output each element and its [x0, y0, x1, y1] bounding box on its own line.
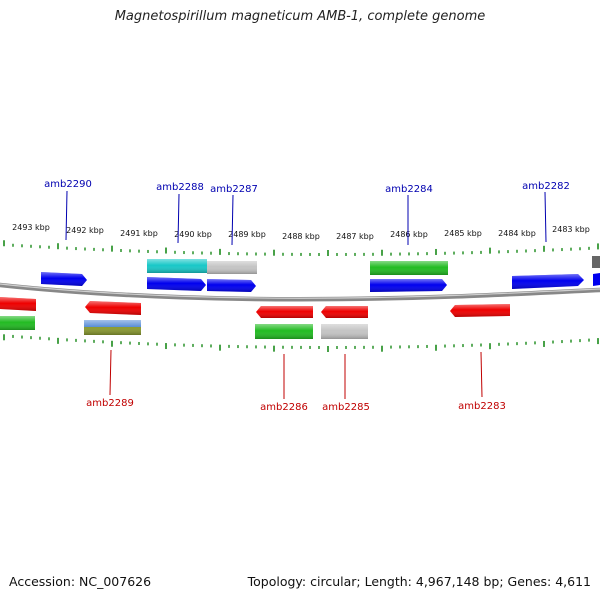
scale-labels: 2493 kbp 2492 kbp 2491 kbp 2490 kbp 2489…	[12, 223, 590, 241]
reverse-labels: amb2289 amb2286 amb2285 amb2283	[86, 398, 506, 413]
forward-label-leaders	[65, 190, 547, 246]
forward-genes	[41, 272, 600, 292]
gene-arrow-partial-right[interactable]	[593, 273, 600, 286]
scale-label: 2491 kbp	[120, 229, 158, 238]
scale-ticks-upper	[3, 240, 599, 256]
reverse-label-leaders	[109, 349, 483, 399]
scale-label: 2488 kbp	[282, 232, 320, 241]
scale-label: 2486 kbp	[390, 230, 428, 239]
gene-label-amb2287[interactable]: amb2287	[210, 184, 258, 195]
genome-summary-text: Topology: circular; Length: 4,967,148 bp…	[247, 574, 591, 589]
map-title: Magnetospirillum magneticum AMB-1, compl…	[114, 9, 486, 24]
gene-label-amb2290[interactable]: amb2290	[44, 179, 92, 190]
accession-text: Accession: NC_007626	[9, 574, 152, 589]
gene-label-amb2284[interactable]: amb2284	[385, 184, 433, 195]
gene-label-amb2282[interactable]: amb2282	[522, 181, 570, 192]
scale-label: 2490 kbp	[174, 230, 212, 239]
gene-label-amb2285[interactable]: amb2285	[322, 402, 370, 413]
gene-label-amb2289[interactable]: amb2289	[86, 398, 134, 409]
feature-block-darkgray-edge[interactable]	[592, 256, 600, 268]
reverse-features	[0, 316, 368, 339]
scale-label: 2493 kbp	[12, 223, 50, 232]
genome-backbone	[0, 282, 600, 302]
gene-label-amb2283[interactable]: amb2283	[458, 401, 506, 412]
scale-label: 2487 kbp	[336, 232, 374, 241]
scale-ticks-lower	[3, 334, 599, 352]
genome-backbone-highlight	[0, 283, 600, 299]
scale-label: 2484 kbp	[498, 229, 536, 238]
scale-label: 2492 kbp	[66, 226, 104, 235]
scale-label: 2483 kbp	[552, 225, 590, 234]
gene-label-amb2286[interactable]: amb2286	[260, 402, 308, 413]
forward-labels: amb2290 amb2288 amb2287 amb2284 amb2282	[44, 179, 570, 195]
gene-label-amb2288[interactable]: amb2288	[156, 182, 204, 193]
scale-label: 2489 kbp	[228, 230, 266, 239]
reverse-genes	[0, 297, 510, 318]
scale-label: 2485 kbp	[444, 229, 482, 238]
forward-features	[147, 256, 600, 275]
